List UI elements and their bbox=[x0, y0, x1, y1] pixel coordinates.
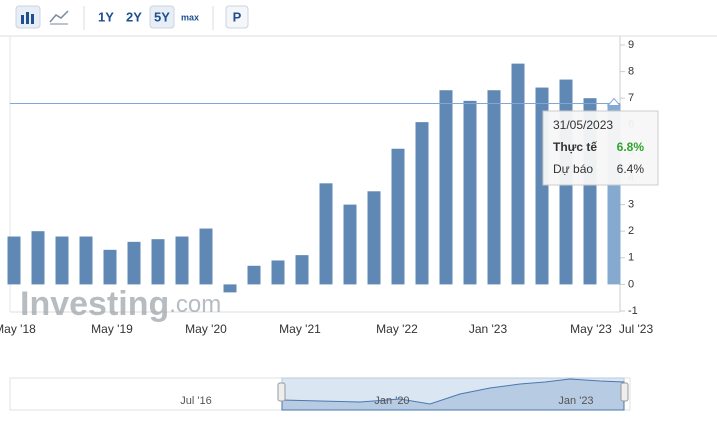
nav-handle[interactable] bbox=[277, 382, 286, 402]
range-button: 2Y bbox=[126, 9, 142, 24]
y-tick-label: 0 bbox=[628, 278, 634, 290]
tooltip-label: Thực tế bbox=[553, 140, 597, 154]
x-tick-label: Jul '23 bbox=[619, 322, 654, 336]
bar bbox=[175, 236, 189, 285]
bar bbox=[271, 260, 285, 285]
bar bbox=[463, 100, 477, 285]
line-chart-button[interactable] bbox=[49, 10, 69, 23]
range-button: 5Y bbox=[154, 9, 170, 24]
bar bbox=[511, 63, 525, 285]
tooltip-value: 6.4% bbox=[617, 162, 645, 176]
bar bbox=[439, 90, 453, 285]
nav-handle[interactable] bbox=[620, 382, 629, 402]
y-tick-label: 3 bbox=[628, 199, 634, 211]
x-tick-label: May '19 bbox=[91, 322, 133, 336]
watermark: Investing.com bbox=[20, 285, 221, 323]
x-tick-label: May '22 bbox=[376, 322, 418, 336]
x-tick-label: May '21 bbox=[279, 322, 321, 336]
bar bbox=[127, 241, 141, 285]
tooltip bbox=[542, 110, 659, 186]
x-tick-label: Jan '23 bbox=[469, 322, 508, 336]
y-tick-label: 7 bbox=[628, 92, 634, 104]
y-tick-label: 8 bbox=[628, 66, 634, 78]
toolbar bbox=[15, 5, 249, 30]
navigator-label: Jan '20 bbox=[374, 395, 409, 407]
bar bbox=[247, 265, 261, 285]
crosshair-marker bbox=[606, 97, 622, 107]
x-tick-label: May '23 bbox=[570, 322, 612, 336]
bar bbox=[415, 122, 429, 285]
y-tick-label: 2 bbox=[628, 225, 634, 237]
y-tick-label: -1 bbox=[628, 305, 638, 317]
bar bbox=[367, 191, 381, 285]
y-tick-label: 1 bbox=[628, 252, 634, 264]
tooltip-value: 6.8% bbox=[617, 140, 645, 154]
bar bbox=[199, 228, 213, 285]
bar bbox=[343, 204, 357, 285]
bar bbox=[55, 236, 69, 285]
bar bbox=[31, 231, 45, 285]
tooltip-label: Dự báo bbox=[553, 162, 593, 176]
bar bbox=[79, 236, 93, 285]
navigator bbox=[9, 377, 631, 411]
bar bbox=[151, 239, 165, 285]
range-button: P bbox=[233, 9, 242, 24]
navigator-label: Jul '16 bbox=[180, 395, 211, 407]
bar bbox=[319, 183, 333, 285]
bar bbox=[391, 148, 405, 285]
bar bbox=[295, 255, 309, 285]
bar bbox=[487, 90, 501, 285]
navigator-label: Jan '23 bbox=[558, 395, 593, 407]
tooltip-date: 31/05/2023 bbox=[553, 118, 613, 132]
range-button: 1Y bbox=[98, 9, 114, 24]
y-tick-label: 9 bbox=[628, 39, 634, 51]
range-button: max bbox=[181, 12, 199, 22]
x-tick-label: May '20 bbox=[185, 322, 227, 336]
bar bbox=[7, 236, 21, 285]
bar bbox=[103, 249, 117, 285]
bar bbox=[223, 284, 237, 293]
x-tick-label: May '18 bbox=[0, 322, 36, 336]
